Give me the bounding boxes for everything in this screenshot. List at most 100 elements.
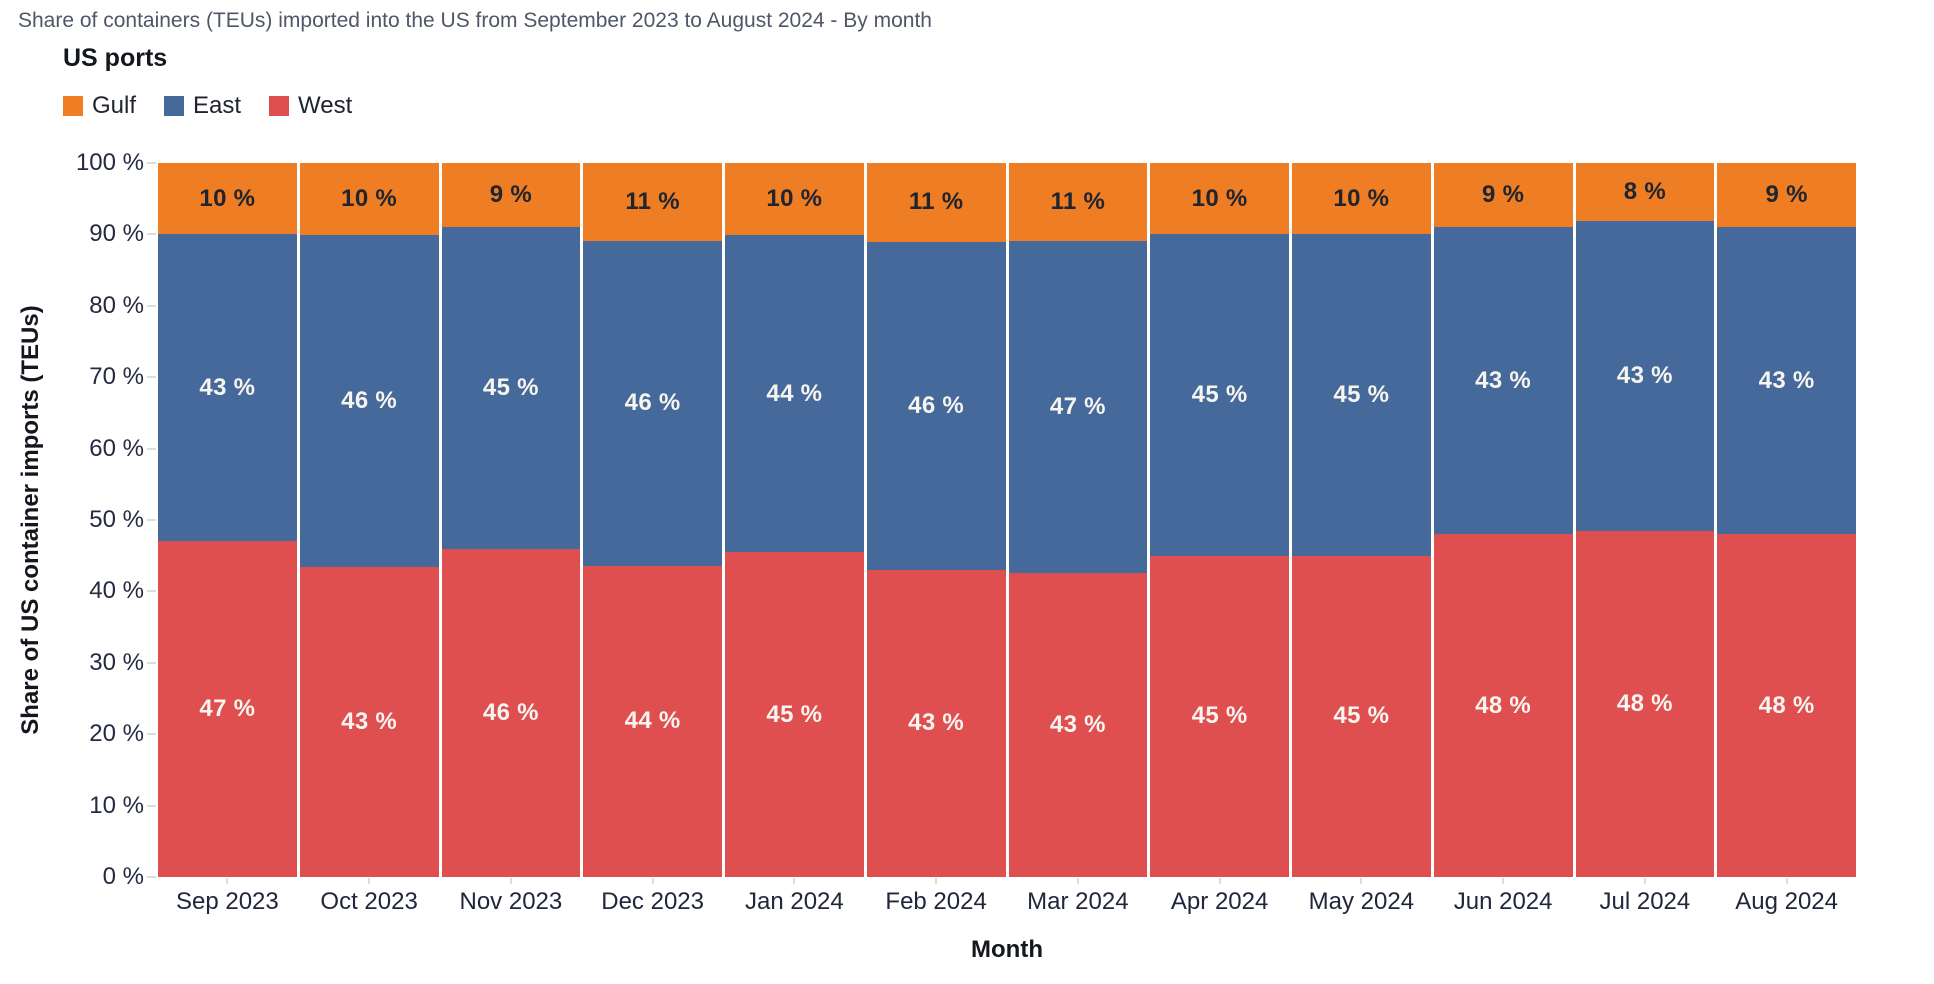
bar-segment-east[interactable]: 45 % (1150, 234, 1289, 556)
bar-value-label: 11 % (1050, 187, 1106, 215)
bar-value-label: 9 % (489, 181, 532, 209)
bar-segment-west[interactable]: 48 % (1575, 530, 1715, 877)
bar-segment-gulf[interactable]: 9 % (1433, 163, 1573, 228)
x-tick-label: Sep 2023 (175, 888, 279, 915)
bar-aug-2024: 9 % 43 % 48 % (1717, 163, 1856, 877)
x-tick-label: Jan 2024 (744, 888, 844, 915)
bar-segment-gulf[interactable]: 11 % (866, 163, 1006, 242)
bar-segment-west[interactable]: 48 % (1433, 534, 1573, 877)
bar-value-label: 43 % (1616, 361, 1673, 389)
bar-jul-2024: 8 % 43 % 48 % (1575, 163, 1715, 877)
bar-value-label: 44 % (766, 379, 823, 407)
legend-swatch-gulf (63, 96, 83, 116)
x-tick-mark (509, 878, 512, 884)
bar-segment-east[interactable]: 46 % (299, 235, 439, 567)
bar-segment-east[interactable]: 47 % (1008, 240, 1148, 573)
bar-value-label: 45 % (1191, 381, 1248, 409)
bar-segment-east[interactable]: 43 % (1575, 220, 1715, 531)
bar-segment-east[interactable]: 43 % (1717, 227, 1856, 535)
chart-title: Share of containers (TEUs) imported into… (18, 9, 932, 32)
bar-segment-gulf[interactable]: 8 % (1575, 163, 1715, 221)
bar-segment-gulf[interactable]: 11 % (1008, 163, 1148, 241)
x-tick-label: Nov 2023 (459, 888, 563, 915)
legend-label: West (298, 92, 353, 119)
bar-segment-gulf[interactable]: 9 % (1717, 163, 1856, 228)
bar-segment-gulf[interactable]: 11 % (583, 163, 722, 241)
y-tick-mark (147, 661, 156, 664)
bar-segment-west[interactable]: 46 % (441, 548, 581, 877)
bar-feb-2024: 11 % 46 % 43 % (866, 163, 1006, 877)
x-tick-label: Apr 2024 (1170, 888, 1269, 915)
bar-segment-west[interactable]: 45 % (725, 552, 864, 877)
bar-segment-west[interactable]: 43 % (299, 566, 439, 877)
bar-segment-east[interactable]: 45 % (1292, 234, 1431, 556)
y-tick-label: 100 % (75, 149, 144, 176)
bar-segment-gulf[interactable]: 10 % (299, 163, 439, 236)
bar-segment-west[interactable]: 44 % (583, 565, 722, 877)
y-tick-mark (147, 733, 156, 736)
bar-segment-gulf[interactable]: 10 % (158, 163, 297, 235)
x-tick-mark (1218, 878, 1221, 884)
bar-segment-east[interactable]: 44 % (725, 235, 864, 553)
bar-value-label: 11 % (625, 187, 680, 215)
legend-item-west[interactable]: West (269, 92, 352, 120)
y-axis-title: Share of US container imports (TEUs) (17, 305, 44, 735)
bar-value-label: 48 % (1475, 691, 1532, 719)
bar-mar-2024: 11 % 47 % 43 % (1008, 163, 1148, 877)
bar-segment-west[interactable]: 43 % (866, 569, 1006, 877)
x-tick-label: Aug 2024 (1735, 888, 1838, 915)
y-tick-mark (147, 519, 156, 521)
x-tick-mark (368, 878, 371, 884)
bar-segment-west[interactable]: 45 % (1292, 555, 1431, 877)
bar-oct-2023: 10 % 46 % 43 % (299, 163, 439, 877)
bar-value-label: 9 % (1765, 181, 1808, 209)
bar-segment-east[interactable]: 43 % (1433, 227, 1573, 535)
bar-value-label: 48 % (1616, 689, 1673, 717)
bar-segment-east[interactable]: 46 % (583, 240, 722, 566)
bar-segment-west[interactable]: 45 % (1150, 555, 1289, 877)
bar-segment-west[interactable]: 43 % (1008, 573, 1148, 877)
bar-segment-gulf[interactable]: 10 % (1150, 163, 1289, 235)
bar-segment-east[interactable]: 43 % (158, 234, 297, 542)
bar-value-label: 43 % (1475, 366, 1532, 394)
bar-segment-east[interactable]: 46 % (866, 241, 1006, 570)
bar-segment-gulf[interactable]: 10 % (1292, 163, 1431, 235)
legend-title: US ports (63, 44, 168, 72)
x-tick-label: Feb 2024 (885, 888, 987, 915)
y-tick-label: 30 % (89, 648, 144, 676)
y-tick-mark (147, 804, 156, 807)
y-tick-mark (147, 876, 156, 878)
y-tick-label: 90 % (89, 220, 144, 248)
bar-value-label: 10 % (199, 184, 256, 212)
legend: Gulf East West (63, 92, 352, 120)
bar-value-label: 8 % (1623, 177, 1666, 205)
y-tick-label: 10 % (89, 791, 144, 819)
bar-segment-east[interactable]: 45 % (441, 227, 581, 549)
x-tick-mark (1360, 878, 1363, 884)
x-tick-mark (1785, 878, 1788, 884)
bar-value-label: 47 % (1049, 392, 1106, 420)
legend-item-gulf[interactable]: Gulf (63, 92, 136, 120)
x-tick-mark (651, 878, 654, 884)
bar-segment-west[interactable]: 48 % (1717, 534, 1856, 877)
bar-value-label: 46 % (908, 391, 965, 419)
bar-value-label: 43 % (341, 707, 398, 735)
y-tick-mark (147, 233, 156, 236)
legend-swatch-east (164, 96, 185, 116)
x-tick-label: Mar 2024 (1027, 888, 1129, 915)
bar-value-label: 48 % (1758, 691, 1815, 719)
bar-segment-gulf[interactable]: 10 % (725, 163, 864, 236)
y-tick-mark (147, 162, 156, 164)
bar-value-label: 43 % (1049, 710, 1106, 738)
y-tick-label: 60 % (89, 434, 144, 462)
y-tick-label: 0 % (102, 863, 144, 890)
bar-segment-west[interactable]: 47 % (158, 541, 297, 877)
y-tick-mark (147, 590, 156, 593)
bar-segment-gulf[interactable]: 9 % (441, 163, 581, 228)
bar-value-label: 9 % (1481, 181, 1525, 209)
legend-item-east[interactable]: East (164, 92, 241, 120)
bar-sep-2023: 10 % 43 % 47 % (158, 163, 297, 877)
legend-label: Gulf (92, 92, 137, 119)
legend-label: East (193, 92, 242, 119)
